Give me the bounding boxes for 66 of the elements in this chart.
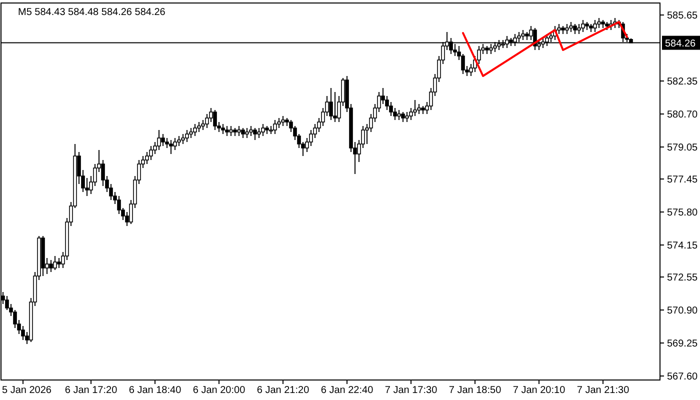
candlestick xyxy=(405,112,409,122)
x-tick-label: 6 Jan 22:40 xyxy=(320,385,374,396)
candlestick xyxy=(413,100,417,116)
candlestick xyxy=(573,24,577,34)
y-tick-label: 569.25 xyxy=(667,338,698,350)
x-tick-label: 7 Jan 20:10 xyxy=(512,385,566,396)
candlestick xyxy=(329,88,333,120)
candlestick xyxy=(261,124,265,136)
candlestick xyxy=(157,130,161,150)
candlestick xyxy=(213,110,217,130)
candlestick xyxy=(169,140,173,154)
x-tick-label: 7 Jan 18:50 xyxy=(448,385,502,396)
candlestick xyxy=(221,124,225,134)
y-tick-label: 567.60 xyxy=(667,372,698,382)
candlestick xyxy=(593,20,597,32)
candlestick xyxy=(569,22,573,32)
candlestick xyxy=(197,122,201,132)
candlestick xyxy=(253,128,257,140)
y-tick-label: 577.45 xyxy=(667,174,698,186)
candlestick xyxy=(229,126,233,136)
candlestick xyxy=(161,134,165,146)
candlestick xyxy=(57,258,61,268)
x-tick-label: 5 Jan 2026 xyxy=(2,385,52,396)
y-tick-label: 585.65 xyxy=(667,10,698,22)
candlestick xyxy=(565,24,569,34)
y-tick-label: 575.80 xyxy=(667,208,698,218)
candlestick xyxy=(417,104,421,114)
candlestick xyxy=(49,260,53,272)
candlestick xyxy=(581,20,585,32)
candlestick xyxy=(249,126,253,136)
y-tick-label: 572.55 xyxy=(667,272,698,284)
x-tick-label: 6 Jan 21:20 xyxy=(256,385,310,396)
candlestick xyxy=(577,24,581,34)
y-tick-label: 582.35 xyxy=(667,76,698,88)
candlestick xyxy=(181,134,185,144)
candlestick xyxy=(53,256,57,270)
x-tick-label: 6 Jan 20:00 xyxy=(192,385,246,396)
candlestick xyxy=(185,130,189,142)
candlestick xyxy=(273,120,277,134)
candlestick xyxy=(245,128,249,138)
x-tick-label: 6 Jan 18:40 xyxy=(128,385,182,396)
candlestick xyxy=(333,92,337,122)
candlestick xyxy=(173,138,177,150)
candlestick xyxy=(257,128,261,138)
y-tick-label: 574.15 xyxy=(667,240,698,252)
ref-line-label: 584.26 xyxy=(665,38,696,50)
candlestick xyxy=(189,128,193,138)
chart-title: M5 584.43 584.48 584.26 584.26 xyxy=(18,7,166,18)
candlestick xyxy=(149,146,153,160)
candlestick xyxy=(597,18,601,28)
y-tick-label: 579.05 xyxy=(667,142,698,154)
candlestick xyxy=(397,110,401,120)
candlestick xyxy=(401,112,405,122)
x-tick-label: 7 Jan 21:30 xyxy=(576,385,630,396)
candlestick xyxy=(521,30,525,40)
candlestick xyxy=(177,136,181,146)
x-tick-label: 7 Jan 17:30 xyxy=(384,385,438,396)
y-tick-label: 570.90 xyxy=(667,306,698,316)
candlestick xyxy=(241,128,245,138)
y-tick-label: 580.70 xyxy=(667,110,698,120)
x-tick-label: 6 Jan 17:20 xyxy=(64,385,118,396)
candlestick xyxy=(225,126,229,136)
line-series xyxy=(462,21,628,77)
candlestick xyxy=(237,126,241,136)
candlestick xyxy=(281,116,285,126)
candlestick xyxy=(193,124,197,136)
